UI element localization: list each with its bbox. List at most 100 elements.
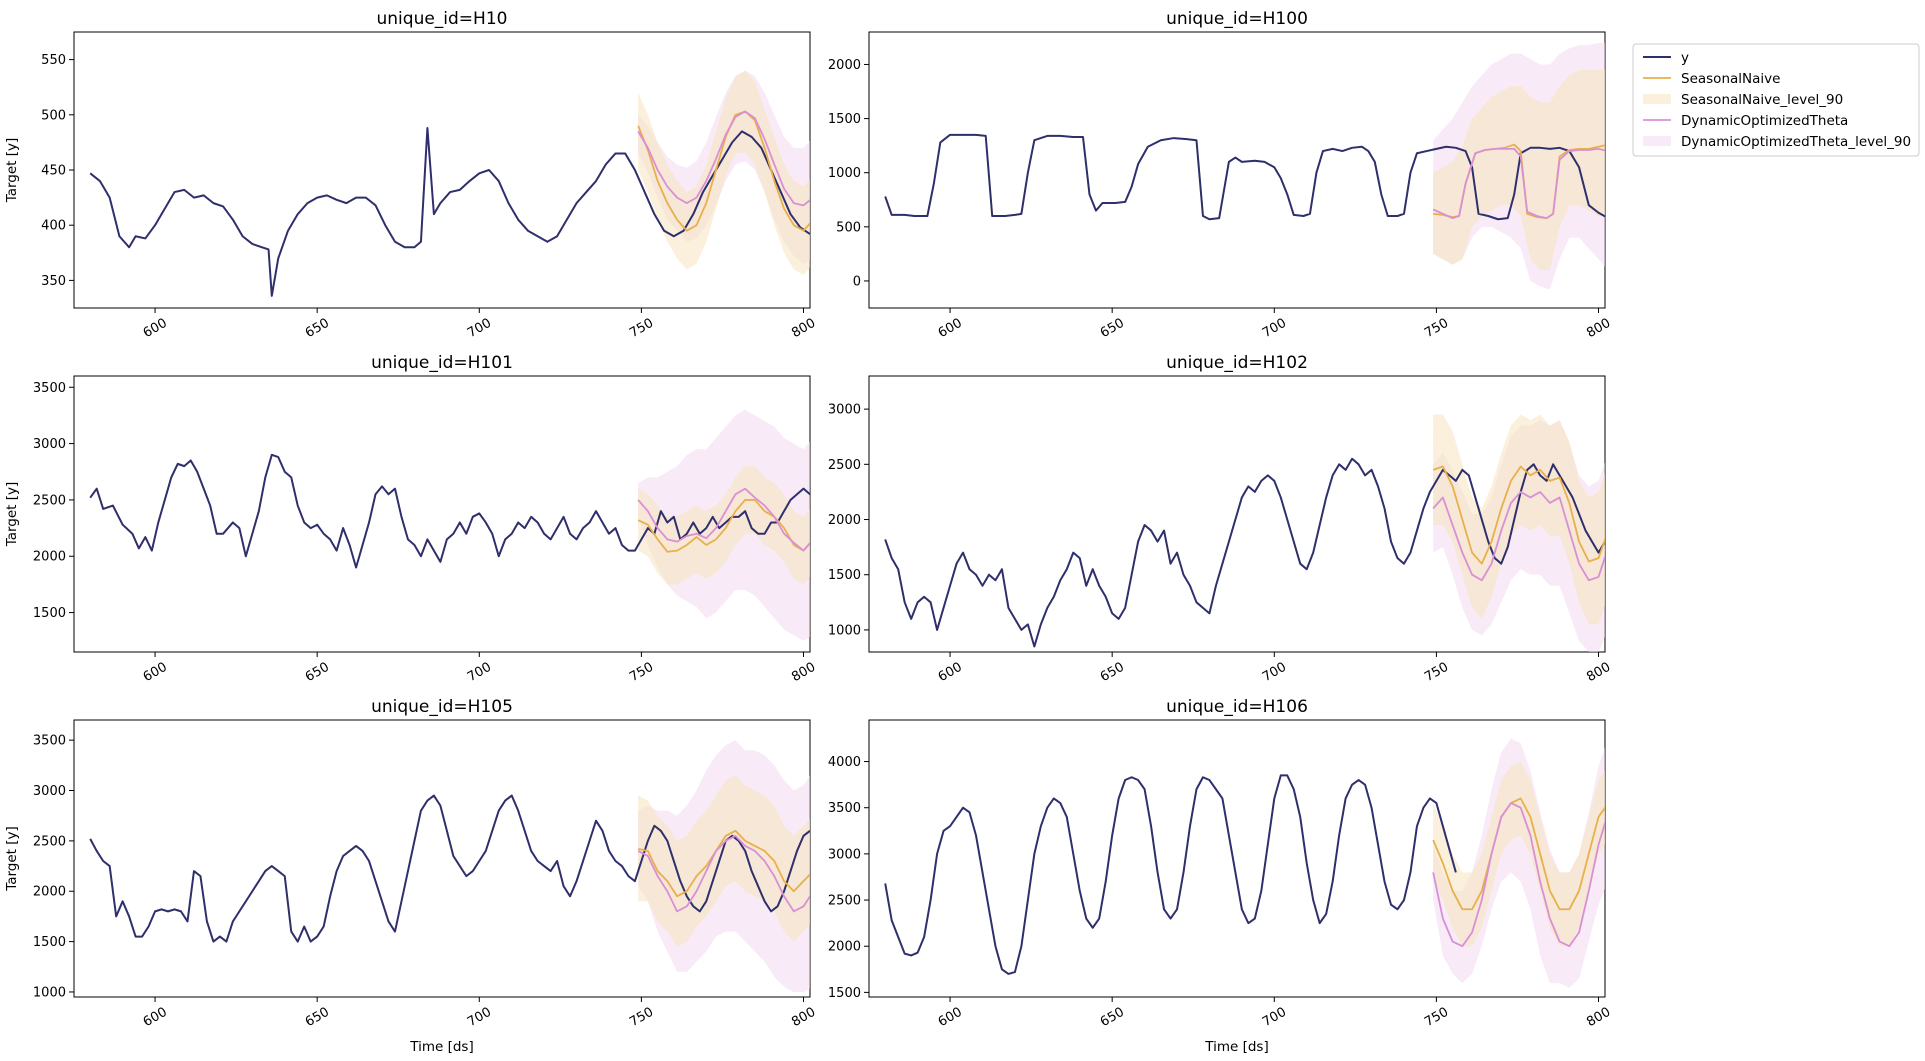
legend-label: y (1681, 50, 1689, 66)
y-tick-label: 3000 (33, 784, 66, 799)
y-tick-label: 1500 (33, 935, 66, 950)
legend-entry: DynamicOptimizedTheta_level_90 (1643, 134, 1911, 150)
series-y (884, 133, 1605, 221)
legend-entry: DynamicOptimizedTheta (1643, 113, 1848, 129)
series-dynamicoptimizedtheta (1432, 147, 1605, 220)
y-tick-label: 1000 (828, 623, 861, 638)
series-seasonalnaive (637, 829, 810, 898)
x-tick-label: 650 (303, 316, 332, 341)
series-seasonalnaive (637, 110, 810, 232)
x-tick-label: 650 (1098, 316, 1127, 341)
y-tick-label: 4000 (828, 755, 861, 770)
y-axis-label: Target [y] (4, 138, 20, 204)
panel-title: unique_id=H105 (371, 697, 513, 717)
x-tick-label: 650 (303, 660, 332, 685)
series-seasonalnaive (1432, 797, 1605, 911)
x-tick-label: 800 (789, 316, 818, 341)
y-tick-label: 500 (41, 108, 66, 123)
series-dynamicoptimizedtheta (637, 834, 810, 913)
legend-label: SeasonalNaive (1681, 71, 1780, 87)
y-tick-label: 1500 (828, 986, 861, 1001)
x-tick-label: 800 (1584, 316, 1613, 341)
y-tick-label: 2000 (33, 550, 66, 565)
y-tick-label: 2500 (828, 458, 861, 473)
y-axis-label: Target [y] (4, 826, 20, 892)
plot-area (89, 409, 810, 641)
y-tick-label: 2000 (828, 513, 861, 528)
y-tick-label: 2500 (33, 834, 66, 849)
y-tick-label: 3500 (828, 801, 861, 816)
panel-5: unique_id=H105 1000 1500 2000 2500 3000 3500 60… (4, 697, 818, 1055)
y-tick-label: 0 (853, 274, 861, 289)
y-tick-label: 1000 (33, 985, 66, 1000)
x-tick-label: 600 (141, 316, 170, 341)
x-tick-label: 700 (1260, 1005, 1289, 1030)
y-tick-label: 1500 (33, 606, 66, 621)
panel-title: unique_id=H106 (1166, 697, 1308, 717)
y-tick-label: 3500 (33, 381, 66, 396)
x-tick-label: 700 (1260, 660, 1289, 685)
series-seasonalnaive (1432, 465, 1605, 565)
panel-title: unique_id=H10 (377, 9, 508, 29)
y-tick-label: 2000 (828, 940, 861, 955)
series-dynamicoptimizedtheta (637, 110, 810, 207)
series-seasonalnaive-level-90 (1433, 69, 1605, 271)
panels-container: unique_id=H10 350 400 450 500 550 600 650 700 750… (4, 9, 1613, 1055)
series-dynamicoptimizedtheta (1432, 491, 1605, 582)
x-tick-label: 800 (789, 660, 818, 685)
x-tick-label: 650 (1098, 660, 1127, 685)
y-tick-label: 3500 (33, 734, 66, 749)
x-tick-label: 700 (465, 660, 494, 685)
plot-area (89, 740, 810, 992)
y-tick-label: 2000 (828, 58, 861, 73)
plot-area (89, 70, 810, 297)
y-tick-label: 350 (41, 274, 66, 289)
y-tick-label: 3000 (828, 847, 861, 862)
x-axis-label: Time [ds] (1204, 1039, 1268, 1055)
x-tick-label: 700 (465, 316, 494, 341)
panel-1: unique_id=H10 350 400 450 500 550 600 650 700 750… (4, 9, 818, 341)
y-tick-label: 2500 (33, 493, 66, 508)
y-tick-label: 1500 (828, 568, 861, 583)
x-tick-label: 650 (1098, 1005, 1127, 1030)
panel-6: unique_id=H106 1500 2000 2500 3000 3500 4000 60… (828, 697, 1613, 1055)
legend-label: SeasonalNaive_level_90 (1681, 92, 1843, 108)
panel-2: unique_id=H100 0 500 1000 1500 2000 600 650 700 7… (828, 9, 1613, 341)
x-tick-label: 750 (627, 316, 656, 341)
x-tick-label: 600 (141, 1005, 170, 1030)
x-tick-label: 650 (303, 1005, 332, 1030)
x-tick-label: 600 (936, 660, 965, 685)
panel-title: unique_id=H102 (1166, 353, 1308, 373)
legend-entry: SeasonalNaive_level_90 (1643, 92, 1843, 108)
series-seasonalnaive-level-90 (1433, 414, 1605, 625)
series-y (884, 774, 1457, 975)
x-tick-label: 750 (1422, 316, 1451, 341)
y-tick-label: 400 (41, 219, 66, 234)
x-tick-label: 700 (1260, 316, 1289, 341)
x-tick-label: 700 (465, 1005, 494, 1030)
x-tick-label: 800 (789, 1005, 818, 1030)
legend-entry: y (1643, 50, 1689, 66)
x-tick-label: 800 (1584, 1005, 1613, 1030)
series-seasonalnaive (637, 499, 810, 553)
legend-swatch (1643, 94, 1671, 104)
x-tick-label: 600 (141, 660, 170, 685)
panel-3: unique_id=H101 1500 2000 2500 3000 3500 600 650… (4, 353, 818, 685)
panel-4: unique_id=H102 1000 1500 2000 2500 3000 600 650… (828, 353, 1613, 685)
x-tick-label: 600 (936, 1005, 965, 1030)
y-tick-label: 500 (836, 220, 861, 235)
plot-area (884, 738, 1605, 988)
legend-label: DynamicOptimizedTheta (1681, 113, 1848, 129)
x-axis-label: Time [ds] (409, 1039, 473, 1055)
series-dynamicoptimizedtheta (637, 487, 810, 552)
series-y (89, 453, 810, 569)
y-tick-label: 1500 (828, 112, 861, 127)
legend-frame (1632, 43, 1920, 157)
legend-entry: SeasonalNaive (1643, 71, 1780, 87)
series-y (884, 457, 1605, 648)
series-dynamicoptimizedtheta (1432, 802, 1605, 948)
y-tick-label: 1000 (828, 166, 861, 181)
x-tick-label: 600 (936, 316, 965, 341)
legend-label: DynamicOptimizedTheta_level_90 (1681, 134, 1911, 150)
